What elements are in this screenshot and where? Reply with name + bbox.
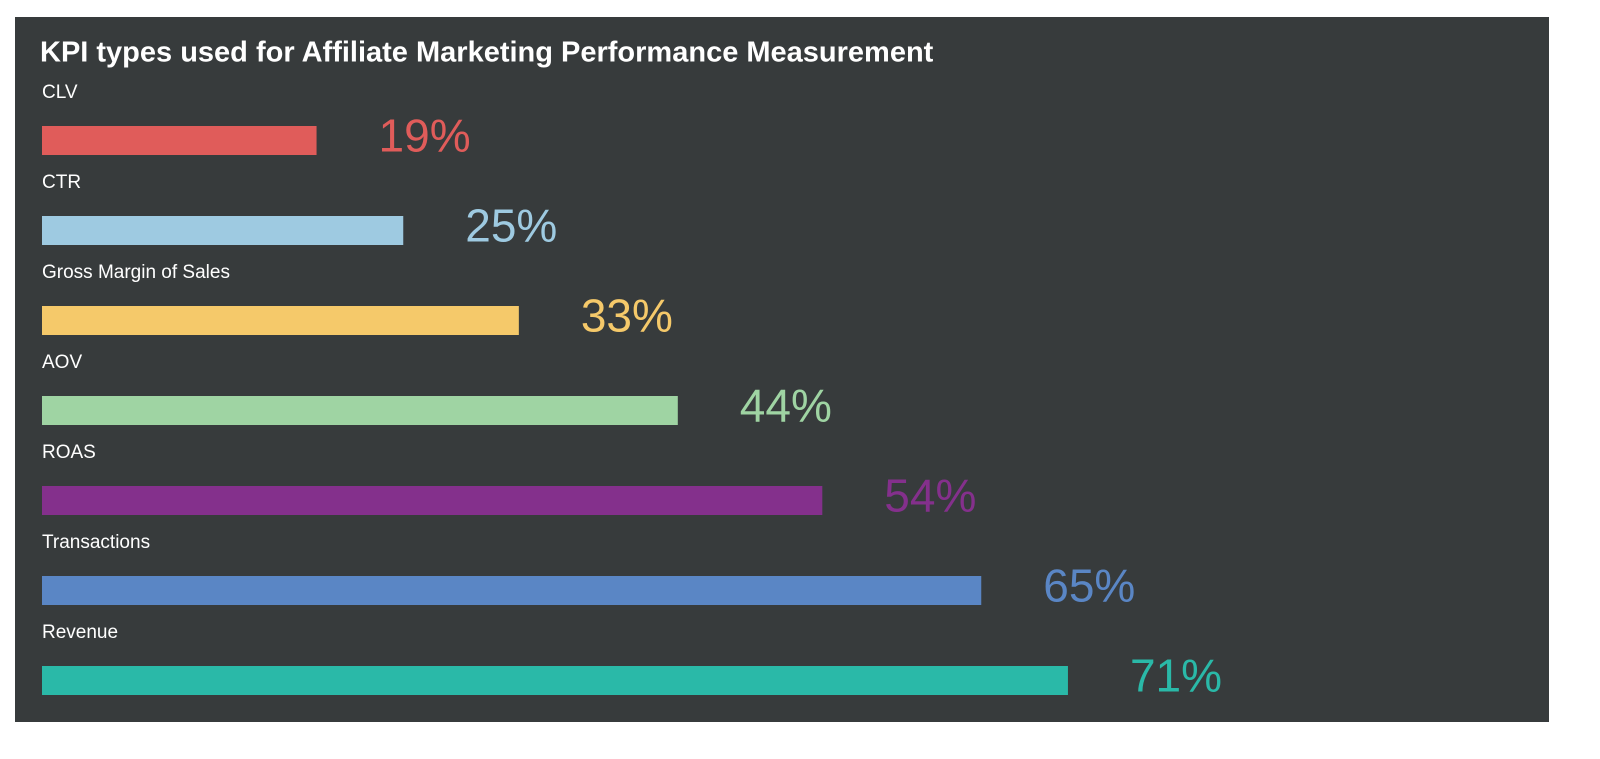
category-label: Revenue <box>42 622 118 643</box>
bar <box>42 486 823 515</box>
chart-title: KPI types used for Affiliate Marketing P… <box>40 37 934 69</box>
bar <box>42 126 317 155</box>
category-label: CLV <box>42 82 78 103</box>
bar <box>42 306 519 335</box>
value-label: 71% <box>1130 650 1222 702</box>
category-label: ROAS <box>42 442 96 463</box>
bar <box>42 666 1068 695</box>
category-label: CTR <box>42 172 81 193</box>
category-label: Gross Margin of Sales <box>42 262 230 283</box>
chart-panel <box>15 17 1549 722</box>
value-label: 33% <box>581 290 673 342</box>
bar <box>42 396 678 425</box>
value-label: 25% <box>465 200 557 252</box>
bar <box>42 216 404 245</box>
category-label: AOV <box>42 352 82 373</box>
value-label: 44% <box>740 380 832 432</box>
bar <box>42 576 982 605</box>
value-label: 65% <box>1043 560 1135 612</box>
category-label: Transactions <box>42 532 150 553</box>
value-label: 54% <box>884 470 976 522</box>
value-label: 19% <box>379 110 471 162</box>
